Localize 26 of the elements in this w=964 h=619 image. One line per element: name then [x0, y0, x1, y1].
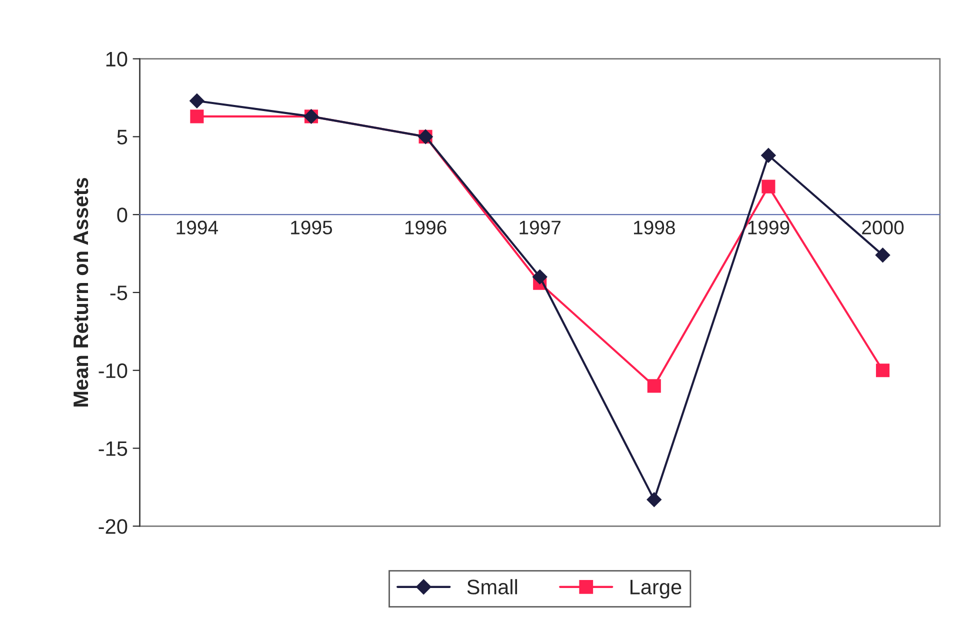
- point: [875, 248, 890, 262]
- x-tick-label: 2000: [862, 220, 904, 234]
- point: [190, 110, 204, 124]
- y-axis-title: Mean Return on Assets: [74, 178, 88, 406]
- point: [762, 180, 776, 194]
- legend-label: Small: [467, 579, 518, 594]
- point: [647, 379, 661, 393]
- x-tick-label: 1999: [748, 220, 790, 234]
- point: [190, 93, 204, 108]
- x-tick-label: 1998: [634, 220, 675, 234]
- y-tick-label: 10: [106, 52, 128, 67]
- x-tick-label: 1994: [176, 220, 218, 234]
- point: [876, 364, 890, 378]
- x-tick-label: 1995: [291, 220, 332, 234]
- point: [532, 270, 548, 284]
- x-tick-label: 1996: [405, 220, 446, 234]
- point: [646, 492, 662, 508]
- legend-label: Large: [630, 580, 682, 599]
- y-tick-label: -10: [98, 363, 128, 378]
- y-tick-label: 5: [117, 130, 128, 144]
- y-tick-label: 0: [117, 208, 128, 222]
- x-tick-label: 1997: [520, 220, 560, 234]
- y-tick-label: -20: [98, 519, 128, 534]
- point: [761, 148, 776, 163]
- y-tick-label: -15: [98, 441, 128, 456]
- y-tick-label: -5: [110, 286, 128, 300]
